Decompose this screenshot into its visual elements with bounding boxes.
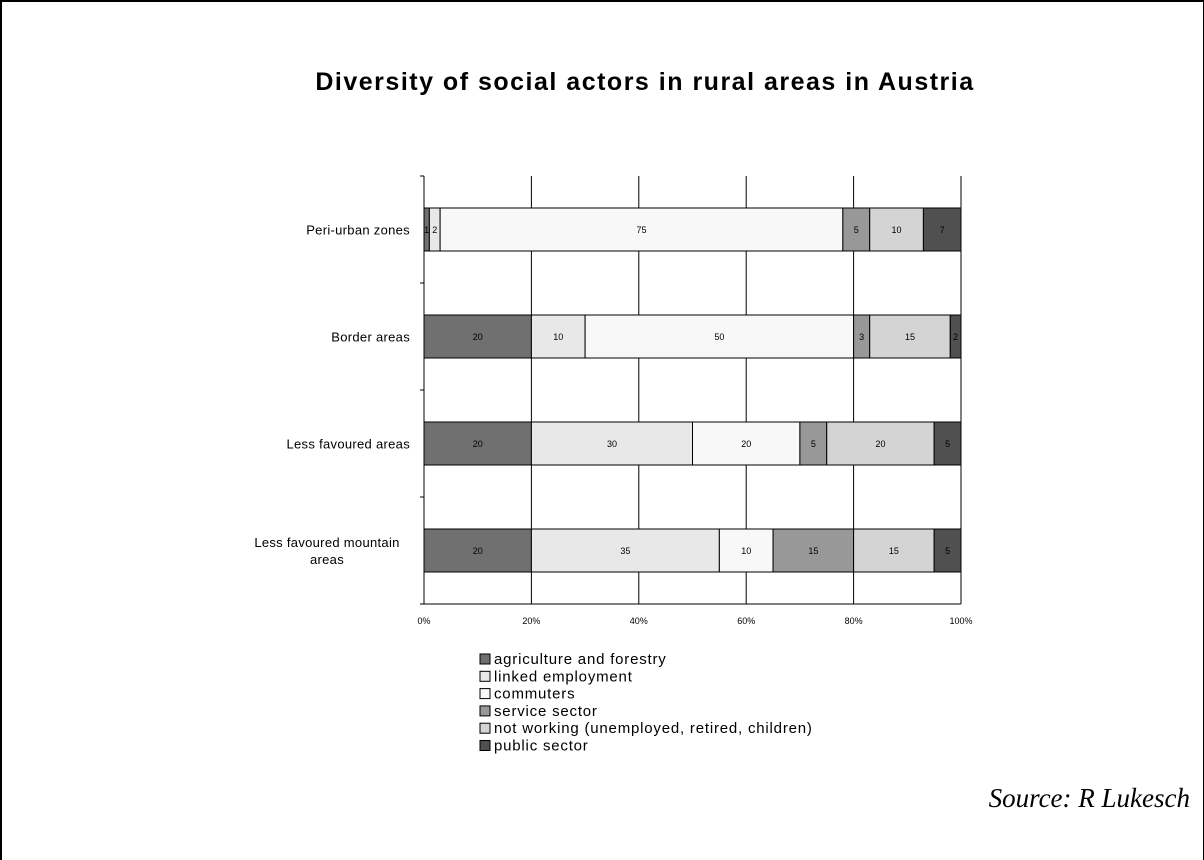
data-label: 50: [714, 332, 724, 342]
data-label: 10: [892, 225, 902, 235]
legend-label: public sector: [494, 738, 589, 755]
bar-segment: [584, 314, 855, 359]
legend-label: service sector: [494, 703, 598, 720]
data-label: 5: [945, 546, 950, 556]
data-label: 3: [859, 332, 864, 342]
category-label: Less favoured areas: [287, 437, 411, 452]
data-label: 75: [636, 225, 646, 235]
bar-segment: [922, 207, 962, 252]
legend-label: agriculture and forestry: [494, 651, 667, 668]
x-tick-label: 80%: [845, 616, 863, 626]
data-label: 35: [620, 546, 630, 556]
category-label: Less favoured mountain: [254, 535, 399, 550]
bar-segment: [772, 528, 855, 573]
bar-segment: [692, 421, 801, 466]
data-label: 10: [741, 546, 751, 556]
legend-swatch: [479, 653, 491, 665]
bar-segment: [799, 421, 828, 466]
data-label: 5: [945, 439, 950, 449]
legend-swatch: [479, 705, 491, 717]
legend-label: not working (unemployed, retired, childr…: [494, 720, 813, 737]
bar-segment: [423, 421, 532, 466]
bar-segment: [423, 528, 532, 573]
x-tick-label: 60%: [737, 616, 755, 626]
data-label: 30: [607, 439, 617, 449]
bar-segment: [423, 314, 532, 359]
data-label: 1: [424, 225, 429, 235]
x-tick-label: 40%: [630, 616, 648, 626]
data-label: 15: [905, 332, 915, 342]
category-label: Peri-urban zones: [306, 223, 410, 238]
legend-swatch: [479, 740, 491, 751]
bar-segment: [530, 421, 694, 466]
bar-segment: [869, 207, 924, 252]
data-label: 20: [875, 439, 885, 449]
legend-label: commuters: [494, 686, 575, 703]
data-label: 5: [854, 225, 859, 235]
bar-segment: [933, 528, 962, 573]
data-label: 15: [889, 546, 899, 556]
legend-label: linked employment: [494, 668, 633, 685]
data-label: 2: [953, 332, 958, 342]
data-label: 20: [473, 546, 483, 556]
bar-segment: [853, 528, 935, 573]
data-label: 2: [432, 225, 437, 235]
chart-title: Diversity of social actors in rural area…: [315, 68, 975, 96]
bar-segment: [949, 314, 962, 359]
category-label: Border areas: [331, 330, 410, 345]
data-label: 20: [741, 439, 751, 449]
data-label: 20: [473, 332, 483, 342]
legend-swatch: [479, 722, 491, 734]
x-tick-label: 0%: [417, 616, 430, 626]
data-label: 10: [553, 332, 563, 342]
bar-segment: [530, 528, 720, 573]
bar-segment: [530, 314, 586, 359]
x-tick-label: 100%: [949, 616, 972, 626]
category-label: areas: [310, 552, 344, 567]
bar-segment: [842, 207, 871, 252]
data-label: 20: [473, 439, 483, 449]
legend-swatch: [479, 688, 491, 700]
data-label: 15: [808, 546, 818, 556]
bar-segment: [826, 421, 935, 466]
x-tick-label: 20%: [522, 616, 540, 626]
bar-segment: [718, 528, 774, 573]
bar-segment: [933, 421, 962, 466]
source-caption: Source: R Lukesch: [988, 783, 1190, 813]
legend-swatch: [479, 670, 491, 682]
data-label: 5: [811, 439, 816, 449]
data-label: 7: [940, 225, 945, 235]
